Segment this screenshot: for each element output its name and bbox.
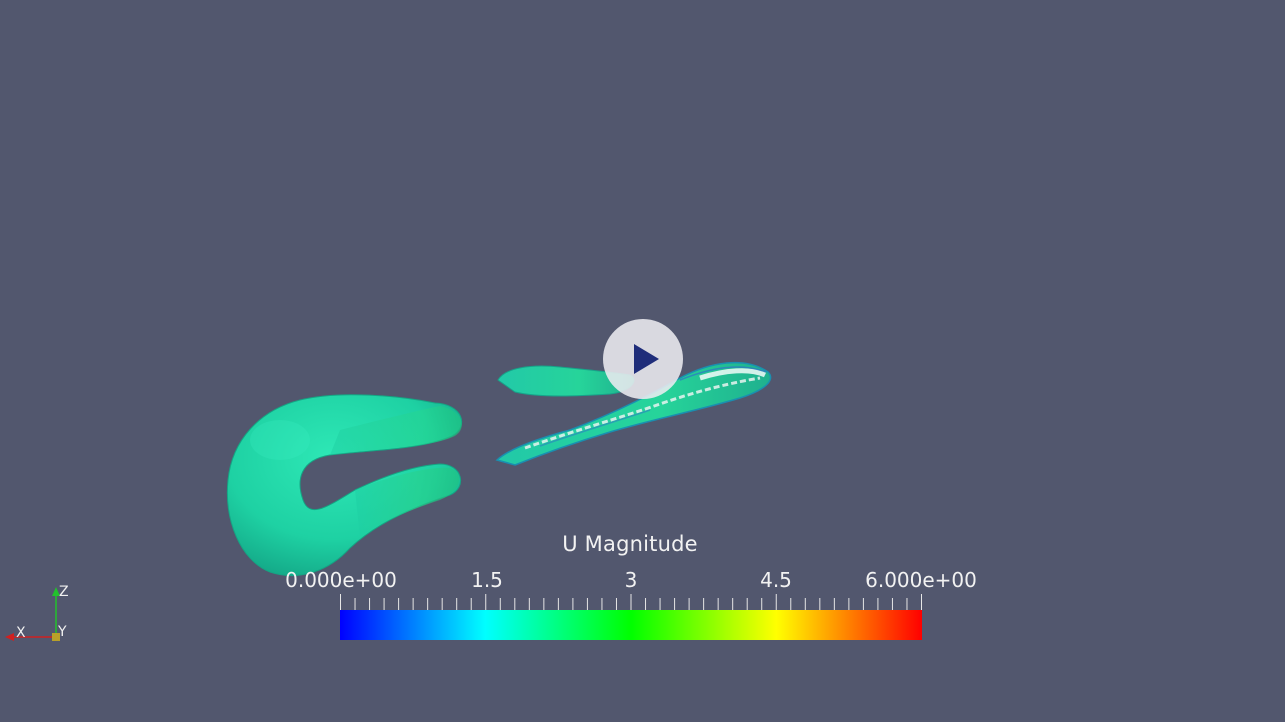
y-arrow-icon xyxy=(52,633,60,641)
axis-label-x: X xyxy=(16,625,26,641)
x-arrow-icon xyxy=(5,633,14,641)
legend-title: U Magnitude xyxy=(562,532,698,556)
z-arrow-icon xyxy=(52,587,60,596)
play-icon xyxy=(634,344,659,374)
axis-label-z: Z xyxy=(59,584,69,600)
legend-tick-label: 4.5 xyxy=(760,568,792,592)
play-button[interactable] xyxy=(603,319,683,399)
axis-label-y: Y xyxy=(58,624,67,640)
orientation-axes xyxy=(5,587,60,641)
colorbar xyxy=(340,610,922,640)
legend-tick-label: 0.000e+00 xyxy=(285,568,397,592)
legend-tick-label: 3 xyxy=(624,568,638,592)
legend-tick-label: 6.000e+00 xyxy=(865,568,977,592)
vortex-right xyxy=(495,361,772,466)
colorbar-tick-marks xyxy=(340,594,922,610)
vortex-left xyxy=(226,394,463,576)
legend-tick-label: 1.5 xyxy=(471,568,503,592)
